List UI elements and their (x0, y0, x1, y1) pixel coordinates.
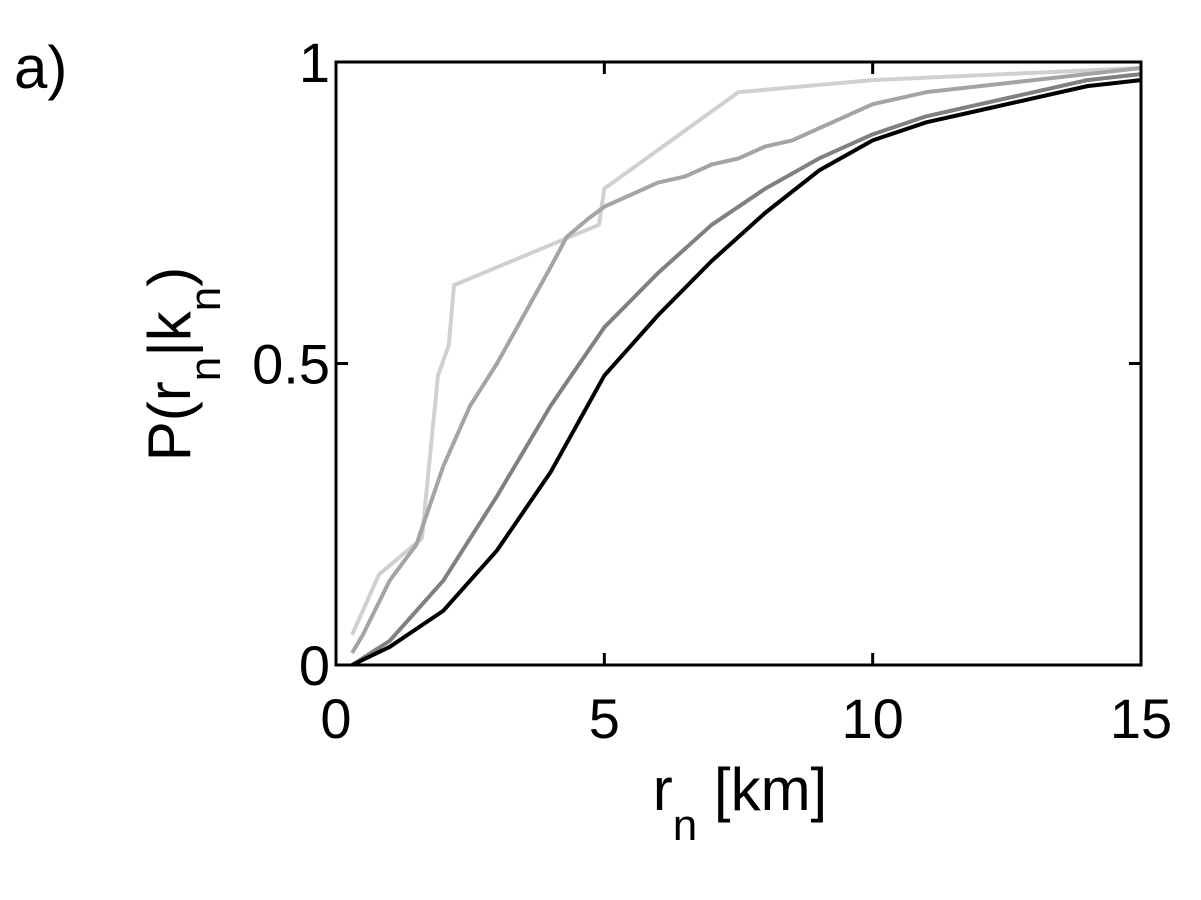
label-part: ) (136, 267, 203, 287)
subscript: n (673, 801, 697, 850)
x-tick-label: 15 (1110, 687, 1172, 750)
panel-label: a) (14, 34, 67, 101)
data-line (351, 78, 1142, 667)
x-tick-label: 0 (320, 687, 351, 750)
data-line (351, 72, 1142, 667)
subscript: n (181, 287, 230, 311)
x-axis-label: rn [km] (653, 756, 827, 850)
x-tick-label: 10 (842, 687, 904, 750)
y-axis-label: P(rn|kn) (136, 267, 230, 462)
data-line (350, 66, 1142, 654)
y-tick-label: 1 (299, 31, 330, 94)
y-tick-label: 0 (299, 634, 330, 697)
label-part: [km] (697, 756, 827, 823)
x-tick-label: 5 (589, 687, 620, 750)
label-part: |k (136, 310, 203, 357)
plot-frame (334, 60, 1143, 667)
y-tick-label: 0.5 (252, 333, 330, 396)
label-part: P(r (136, 381, 203, 461)
label-part: r (653, 756, 673, 823)
subscript: n (181, 357, 230, 381)
